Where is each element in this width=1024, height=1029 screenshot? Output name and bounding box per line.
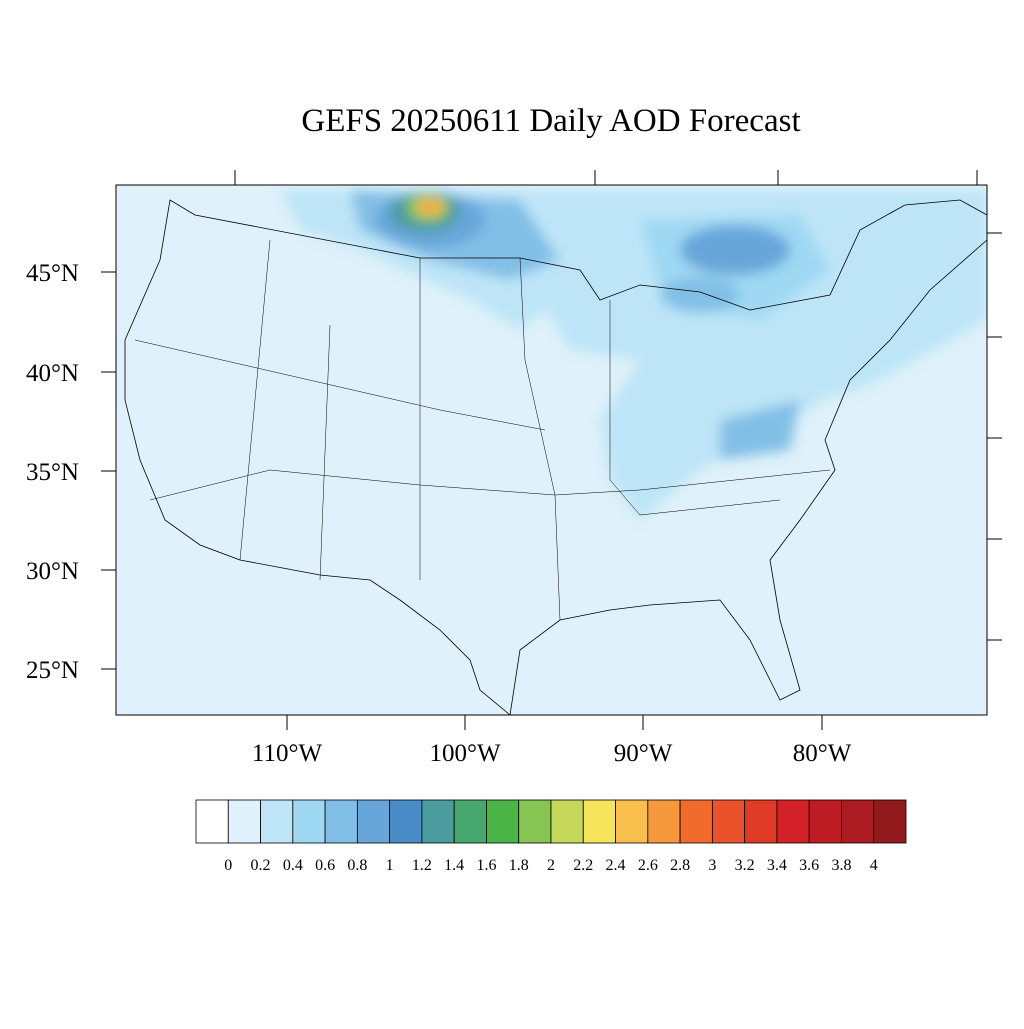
colorbar-box [744, 799, 778, 844]
colorbar-box [647, 799, 681, 844]
colorbar-label: 2.8 [670, 857, 690, 874]
colorbar-label: 0 [224, 857, 232, 874]
colorbar-label: 0.6 [315, 857, 335, 874]
colorbar-box [486, 799, 520, 844]
colorbar-box [841, 799, 875, 844]
map-title: GEFS 20250611 Daily AOD Forecast [301, 103, 800, 139]
colorbar-label: 1.4 [444, 857, 464, 874]
colorbar-label: 2.4 [606, 857, 626, 874]
colorbar-label: 3 [708, 857, 716, 874]
colorbar-box [808, 799, 842, 844]
colorbar-label: 3.4 [767, 857, 787, 874]
colorbar-box [550, 799, 584, 844]
lat-label: 45°N [26, 260, 79, 287]
colorbar-box [453, 799, 487, 844]
colorbar-box [582, 799, 616, 844]
lat-label: 40°N [26, 360, 79, 387]
colorbar-label: 3.8 [831, 857, 851, 874]
lon-label: 80°W [793, 740, 852, 767]
colorbar-label: 2 [547, 857, 555, 874]
lon-label: 100°W [429, 740, 500, 767]
colorbar-box [195, 799, 229, 844]
colorbar-box [389, 799, 423, 844]
colorbar-box [679, 799, 713, 844]
lat-label: 25°N [26, 657, 79, 684]
colorbar-box [615, 799, 649, 844]
lon-label: 110°W [252, 740, 323, 767]
colorbar-label: 1.2 [412, 857, 432, 874]
map-field [116, 185, 987, 715]
colorbar-box [292, 799, 326, 844]
colorbar-box [324, 799, 358, 844]
colorbar-box [356, 799, 391, 844]
lon-label: 90°W [614, 740, 673, 767]
colorbar-box [711, 799, 746, 844]
lat-label: 35°N [26, 459, 79, 486]
colorbar-label: 3.2 [735, 857, 755, 874]
colorbar-label: 2.6 [638, 857, 658, 874]
colorbar-label: 0.4 [283, 857, 303, 874]
colorbar-label: 3.6 [799, 857, 819, 874]
lat-label: 30°N [26, 558, 79, 585]
colorbar-label: 0.8 [347, 857, 367, 874]
colorbar-box [421, 799, 455, 844]
map-frame [115, 184, 988, 716]
frame-ticks [234, 170, 1002, 641]
colorbar-label: 2.2 [573, 857, 593, 874]
colorbar-label: 1 [386, 857, 394, 874]
colorbar-box [260, 799, 294, 844]
colorbar-label: 0.2 [251, 857, 271, 874]
colorbar-label: 1.6 [476, 857, 496, 874]
colorbar-box [776, 799, 810, 844]
colorbar-label: 4 [870, 857, 878, 874]
colorbar-box [873, 799, 907, 844]
colorbar-box [518, 799, 552, 844]
colorbar-box [227, 799, 261, 844]
colorbar-label: 1.8 [509, 857, 529, 874]
